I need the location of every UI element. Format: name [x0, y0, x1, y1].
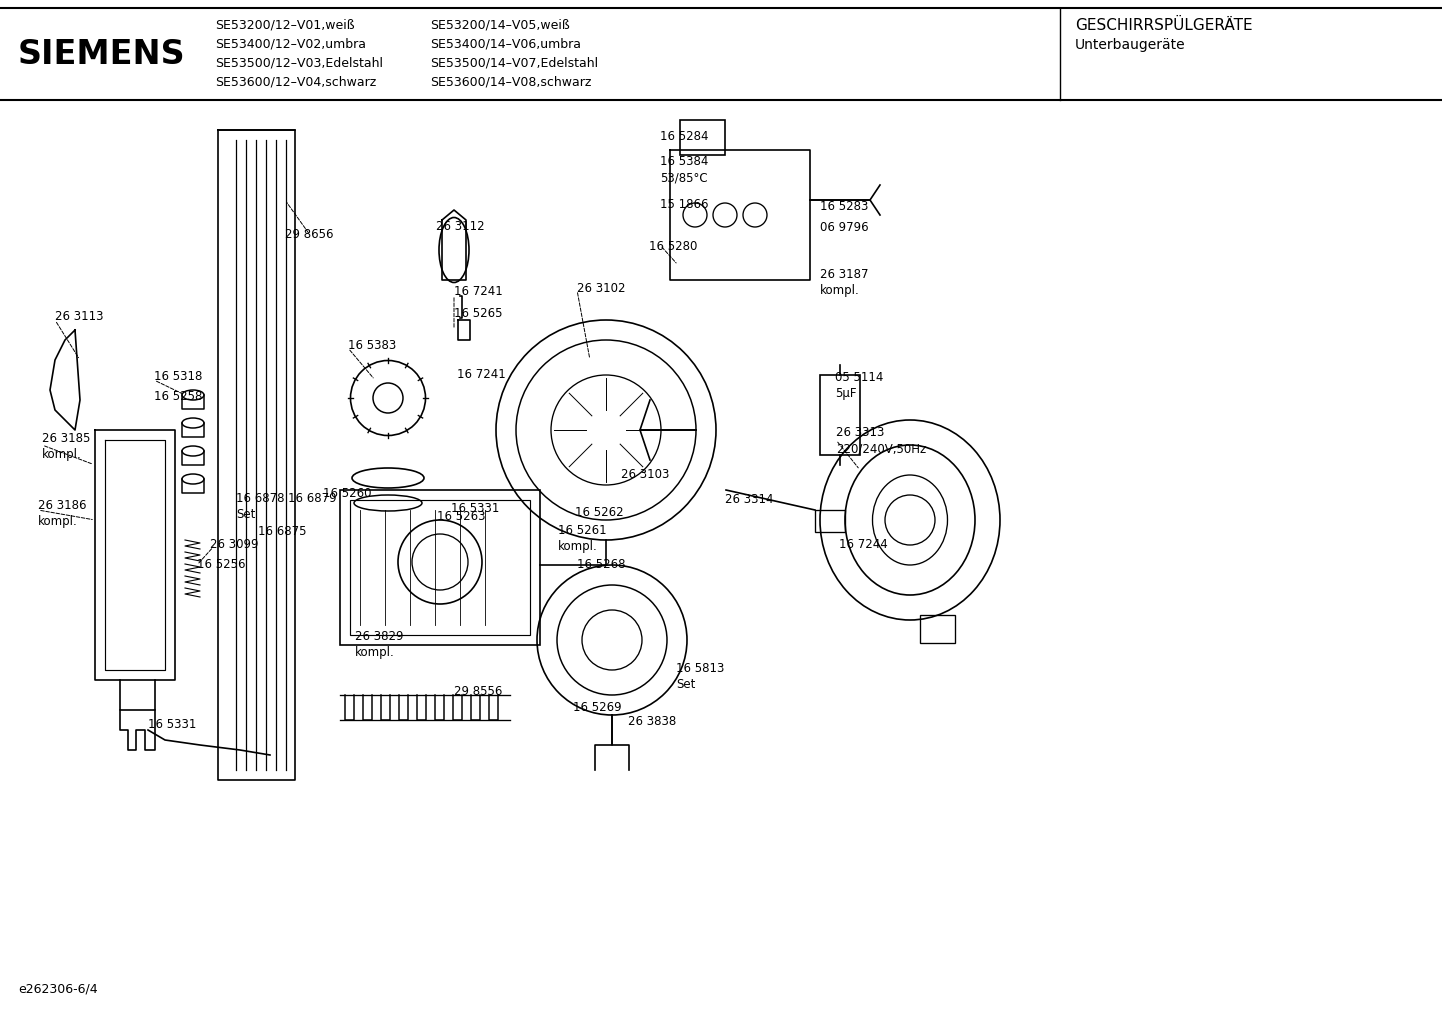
Text: 16 5280: 16 5280: [649, 240, 698, 253]
Bar: [350, 500, 531, 635]
Text: 26 3829
kompl.: 26 3829 kompl.: [355, 630, 404, 659]
Text: 26 3099: 26 3099: [211, 538, 258, 551]
Text: Set: Set: [236, 508, 255, 521]
Text: SE53400/12–V02,umbra: SE53400/12–V02,umbra: [215, 37, 366, 50]
Bar: [815, 510, 845, 532]
Text: 16 5284: 16 5284: [660, 130, 708, 143]
Text: 16 5261
kompl.: 16 5261 kompl.: [558, 524, 607, 553]
Text: 16 5256: 16 5256: [198, 558, 245, 571]
Text: e262306-6/4: e262306-6/4: [17, 982, 98, 995]
Text: 26 3102: 26 3102: [577, 282, 626, 294]
Bar: [340, 490, 539, 645]
Text: 26 3113: 26 3113: [55, 310, 104, 323]
Text: 29 8656: 29 8656: [286, 228, 333, 242]
Text: 16 7241: 16 7241: [457, 368, 506, 381]
Text: 16 5268: 16 5268: [577, 558, 626, 571]
Text: 16 7244: 16 7244: [839, 538, 888, 551]
Text: 26 3103: 26 3103: [622, 468, 669, 481]
Text: SE53200/14–V05,weiß: SE53200/14–V05,weiß: [430, 18, 570, 31]
Text: 26 3838: 26 3838: [629, 715, 676, 728]
Text: 15 1866: 15 1866: [660, 198, 708, 211]
Text: 26 3186
kompl.: 26 3186 kompl.: [37, 499, 87, 528]
Bar: [920, 615, 955, 643]
Text: SE53600/12–V04,schwarz: SE53600/12–V04,schwarz: [215, 75, 376, 88]
Bar: [820, 375, 859, 455]
Text: 16 6879: 16 6879: [288, 492, 336, 505]
Text: 16 5384
53/85°C: 16 5384 53/85°C: [660, 155, 708, 184]
Text: SE53500/14–V07,Edelstahl: SE53500/14–V07,Edelstahl: [430, 56, 598, 69]
Text: 16 6878: 16 6878: [236, 492, 284, 505]
Text: 16 5269: 16 5269: [572, 701, 622, 714]
Text: 26 3314: 26 3314: [725, 493, 773, 506]
Text: 16 5331: 16 5331: [451, 502, 499, 515]
Text: 16 5258: 16 5258: [154, 390, 202, 403]
Text: 26 3187
kompl.: 26 3187 kompl.: [820, 268, 868, 297]
Text: 16 5265: 16 5265: [454, 307, 502, 320]
Text: 16 5331: 16 5331: [149, 718, 196, 731]
Text: 06 9796: 06 9796: [820, 221, 868, 234]
Text: 16 5260: 16 5260: [323, 487, 372, 500]
Text: SE53400/14–V06,umbra: SE53400/14–V06,umbra: [430, 37, 581, 50]
Text: SE53500/12–V03,Edelstahl: SE53500/12–V03,Edelstahl: [215, 56, 384, 69]
Text: SE53600/14–V08,schwarz: SE53600/14–V08,schwarz: [430, 75, 591, 88]
Text: 16 5383: 16 5383: [348, 339, 397, 352]
Text: 16 5283: 16 5283: [820, 200, 868, 213]
Text: 16 5262: 16 5262: [575, 506, 623, 519]
Text: 26 3313
220/240V,50Hz: 26 3313 220/240V,50Hz: [836, 426, 926, 455]
Text: 26 3185
kompl.: 26 3185 kompl.: [42, 432, 91, 461]
Text: 16 5318: 16 5318: [154, 370, 202, 383]
Bar: [681, 120, 725, 155]
Text: 16 5263: 16 5263: [437, 510, 486, 523]
Text: 16 5813
Set: 16 5813 Set: [676, 662, 724, 691]
Text: 05 5114
5μF: 05 5114 5μF: [835, 371, 884, 400]
Text: SIEMENS: SIEMENS: [17, 38, 186, 70]
Text: 29 8556: 29 8556: [454, 685, 502, 698]
Text: SE53200/12–V01,weiß: SE53200/12–V01,weiß: [215, 18, 355, 31]
Text: 26 3112: 26 3112: [435, 220, 485, 233]
Text: 16 6875: 16 6875: [258, 525, 307, 538]
Text: Unterbaugeräte: Unterbaugeräte: [1074, 38, 1185, 52]
Text: 16 7241: 16 7241: [454, 285, 503, 298]
Text: GESCHIRRSPÜLGERÄTE: GESCHIRRSPÜLGERÄTE: [1074, 18, 1253, 33]
